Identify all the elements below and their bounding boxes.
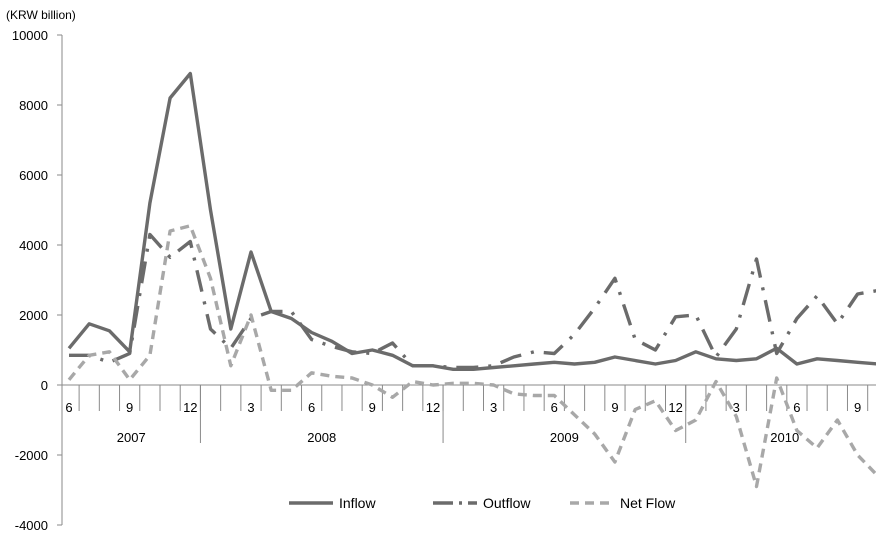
year-label: 2010 — [770, 430, 799, 445]
legend-label: Inflow — [339, 495, 376, 511]
x-tick-label: 3 — [247, 400, 254, 415]
x-tick-label: 9 — [611, 400, 618, 415]
y-tick-label: 6000 — [19, 168, 48, 183]
year-label: 2007 — [117, 430, 146, 445]
x-tick-label: 12 — [183, 400, 197, 415]
year-label: 2008 — [307, 430, 336, 445]
x-tick-label: 12 — [668, 400, 682, 415]
x-tick-label: 3 — [490, 400, 497, 415]
year-label: 2009 — [550, 430, 579, 445]
x-axis: 6 9 12 3 6 9 12 3 6 9 12 3 6 9 2007 2008 2009 2010 — [62, 384, 876, 445]
x-tick-label: 6 — [551, 400, 558, 415]
x-tick-label: 9 — [126, 400, 133, 415]
y-tick-label: 4000 — [19, 238, 48, 253]
y-axis: -4000 -2000 0 2000 4000 6000 8000 10000 — [12, 28, 63, 533]
series-line-inflow — [67, 71, 876, 371]
x-tick-label: 6 — [65, 400, 72, 415]
x-tick-label: 12 — [426, 400, 440, 415]
series-line-net-flow — [67, 224, 876, 489]
series-line-outflow — [69, 232, 876, 370]
y-tick-label: 2000 — [19, 308, 48, 323]
legend: Inflow Outflow Net Flow — [289, 495, 676, 511]
y-tick-label: 0 — [41, 378, 48, 393]
series-layer — [67, 71, 876, 489]
x-tick-label: 9 — [369, 400, 376, 415]
y-tick-label: -2000 — [15, 448, 48, 463]
y-tick-label: 8000 — [19, 98, 48, 113]
x-tick-label: 9 — [854, 400, 861, 415]
x-tick-label: 3 — [733, 400, 740, 415]
y-tick-label: -4000 — [15, 518, 48, 533]
legend-label: Net Flow — [620, 495, 676, 511]
legend-label: Outflow — [483, 495, 531, 511]
y-tick-label: 10000 — [12, 28, 48, 43]
x-tick-label: 6 — [793, 400, 800, 415]
unit-label: (KRW billion) — [6, 8, 76, 22]
x-tick-label: 6 — [308, 400, 315, 415]
